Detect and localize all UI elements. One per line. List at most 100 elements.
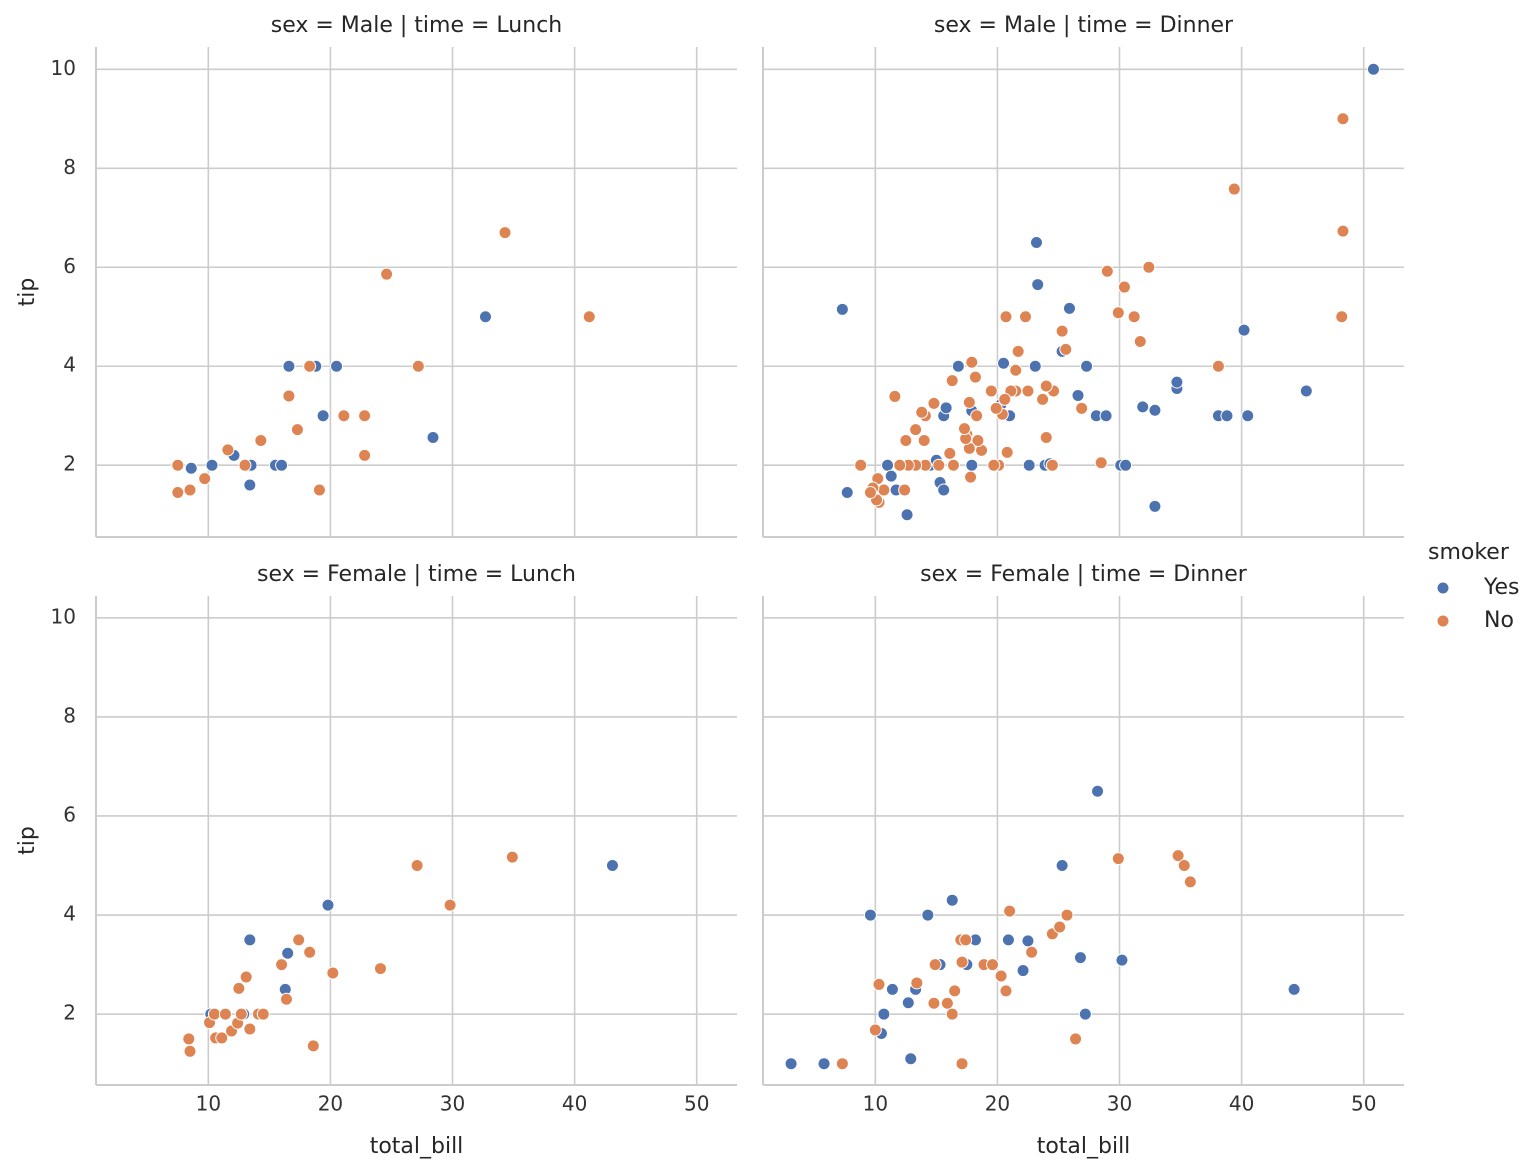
point bbox=[1000, 445, 1014, 459]
point bbox=[835, 302, 849, 316]
point bbox=[948, 984, 962, 998]
point bbox=[1028, 359, 1042, 373]
legend-title: smoker bbox=[1428, 540, 1510, 565]
point bbox=[964, 470, 978, 484]
point bbox=[303, 945, 317, 959]
y-axis-label: tip bbox=[15, 278, 40, 307]
point bbox=[1094, 456, 1108, 470]
point bbox=[1025, 945, 1039, 959]
point bbox=[945, 374, 959, 388]
point bbox=[1029, 236, 1043, 250]
point bbox=[893, 458, 907, 472]
point bbox=[970, 409, 984, 423]
point bbox=[962, 395, 976, 409]
point bbox=[939, 401, 953, 415]
point bbox=[899, 433, 913, 447]
point bbox=[901, 996, 915, 1010]
point bbox=[1335, 310, 1349, 324]
point bbox=[888, 389, 902, 403]
point bbox=[1115, 953, 1129, 967]
legend-label: No bbox=[1484, 608, 1514, 633]
point bbox=[330, 359, 344, 373]
x-tick-label: 20 bbox=[985, 1092, 1010, 1116]
point bbox=[946, 458, 960, 472]
point bbox=[863, 908, 877, 922]
point bbox=[198, 472, 212, 486]
point bbox=[321, 898, 335, 912]
y-tick-label: 6 bbox=[63, 254, 76, 278]
point bbox=[1039, 431, 1053, 445]
point bbox=[881, 458, 895, 472]
point bbox=[898, 483, 912, 497]
point bbox=[243, 933, 257, 947]
point bbox=[784, 1057, 798, 1071]
point bbox=[239, 970, 253, 984]
point bbox=[171, 485, 185, 499]
x-tick-label: 30 bbox=[1107, 1092, 1132, 1116]
point bbox=[292, 933, 306, 947]
point bbox=[1111, 306, 1125, 320]
point bbox=[238, 458, 252, 472]
point bbox=[1099, 409, 1113, 423]
point bbox=[234, 1007, 248, 1021]
point bbox=[1171, 849, 1185, 863]
point bbox=[337, 409, 351, 423]
point bbox=[1073, 951, 1087, 965]
point bbox=[281, 946, 295, 960]
point bbox=[927, 396, 941, 410]
point bbox=[1148, 499, 1162, 513]
point bbox=[1227, 182, 1241, 196]
x-tick-label: 30 bbox=[440, 1092, 465, 1116]
point bbox=[1100, 264, 1114, 278]
point bbox=[1080, 359, 1094, 373]
point bbox=[900, 508, 914, 522]
legend-marker bbox=[1436, 614, 1450, 628]
x-tick-label: 10 bbox=[863, 1092, 888, 1116]
point bbox=[183, 1044, 197, 1058]
point bbox=[955, 955, 969, 969]
point bbox=[817, 1057, 831, 1071]
point bbox=[1183, 875, 1197, 889]
point bbox=[840, 485, 854, 499]
point bbox=[205, 458, 219, 472]
point bbox=[1117, 280, 1131, 294]
y-tick-label: 4 bbox=[63, 353, 76, 377]
point bbox=[854, 458, 868, 472]
x-tick-label: 50 bbox=[1351, 1092, 1376, 1116]
x-tick-label: 20 bbox=[318, 1092, 343, 1116]
point bbox=[994, 969, 1008, 983]
point bbox=[1091, 784, 1105, 798]
point bbox=[917, 433, 931, 447]
y-tick-label: 2 bbox=[63, 452, 76, 476]
point bbox=[215, 1031, 229, 1045]
point bbox=[868, 1023, 882, 1037]
point bbox=[957, 422, 971, 436]
point bbox=[478, 310, 492, 324]
point bbox=[316, 409, 330, 423]
point bbox=[243, 478, 257, 492]
point bbox=[1177, 859, 1191, 873]
y-tick-label: 10 bbox=[51, 604, 76, 628]
point bbox=[943, 446, 957, 460]
point bbox=[999, 984, 1013, 998]
point bbox=[1019, 310, 1033, 324]
point bbox=[221, 443, 235, 457]
y-tick-label: 2 bbox=[63, 1001, 76, 1025]
point bbox=[965, 458, 979, 472]
point bbox=[927, 996, 941, 1010]
point bbox=[1045, 458, 1059, 472]
point bbox=[945, 1007, 959, 1021]
point bbox=[998, 392, 1012, 406]
point bbox=[256, 1007, 270, 1021]
point bbox=[984, 384, 998, 398]
point bbox=[997, 356, 1011, 370]
x-axis-label: total_bill bbox=[370, 1134, 464, 1159]
point bbox=[1036, 392, 1050, 406]
point bbox=[171, 458, 185, 472]
point bbox=[290, 423, 304, 437]
point bbox=[1039, 379, 1053, 393]
point bbox=[904, 1052, 918, 1066]
point bbox=[872, 977, 886, 991]
point bbox=[945, 893, 959, 907]
